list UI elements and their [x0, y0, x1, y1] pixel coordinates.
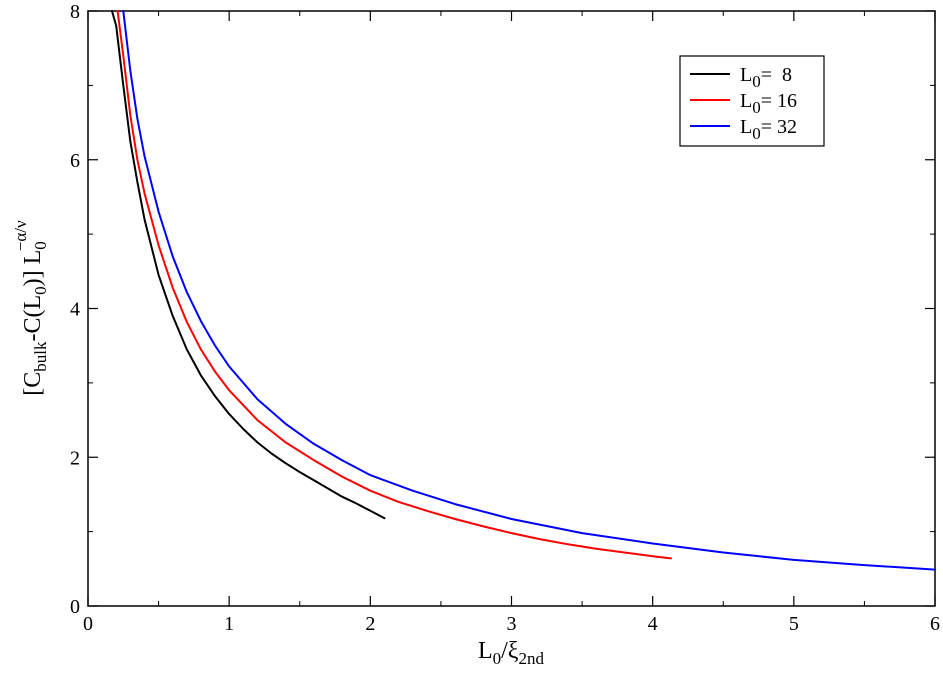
x-tick-label: 5: [789, 613, 799, 635]
legend-item: L0= 16: [690, 90, 797, 117]
legend-label-l8: L0= 8: [740, 64, 792, 91]
y-tick-label: 8: [70, 1, 80, 23]
y-tick-label: 0: [70, 596, 80, 618]
series-layer: [111, 10, 936, 571]
legend-item: L0= 32: [690, 116, 797, 143]
x-tick-label: 0: [83, 613, 93, 635]
x-tick-label: 4: [648, 613, 658, 635]
y-tick-label: 2: [70, 447, 80, 469]
axis-ticks: [87, 10, 936, 607]
tick-labels: 0 1 2 3 4 5 6 0 2 4 6 8: [70, 1, 940, 635]
x-tick-label: 3: [507, 613, 517, 635]
y-axis-label: [Cbulk-C(L0)] L0−α/ν: [11, 220, 50, 396]
legend-label-l32: L0= 32: [740, 116, 797, 143]
series-line-l8: [111, 10, 386, 520]
legend-label-l16: L0= 16: [740, 90, 797, 117]
x-tick-label: 6: [930, 613, 940, 635]
series-line-l16: [116, 10, 672, 560]
y-tick-label: 6: [70, 150, 80, 172]
series-line-l32: [122, 10, 936, 571]
y-tick-label: 4: [70, 299, 80, 321]
x-tick-label: 2: [365, 613, 375, 635]
x-axis-label: L0/ξ2nd: [478, 638, 545, 668]
legend-item: L0= 8: [690, 64, 792, 91]
legend: L0= 8 L0= 16 L0= 32: [679, 55, 825, 147]
x-tick-label: 1: [224, 613, 234, 635]
